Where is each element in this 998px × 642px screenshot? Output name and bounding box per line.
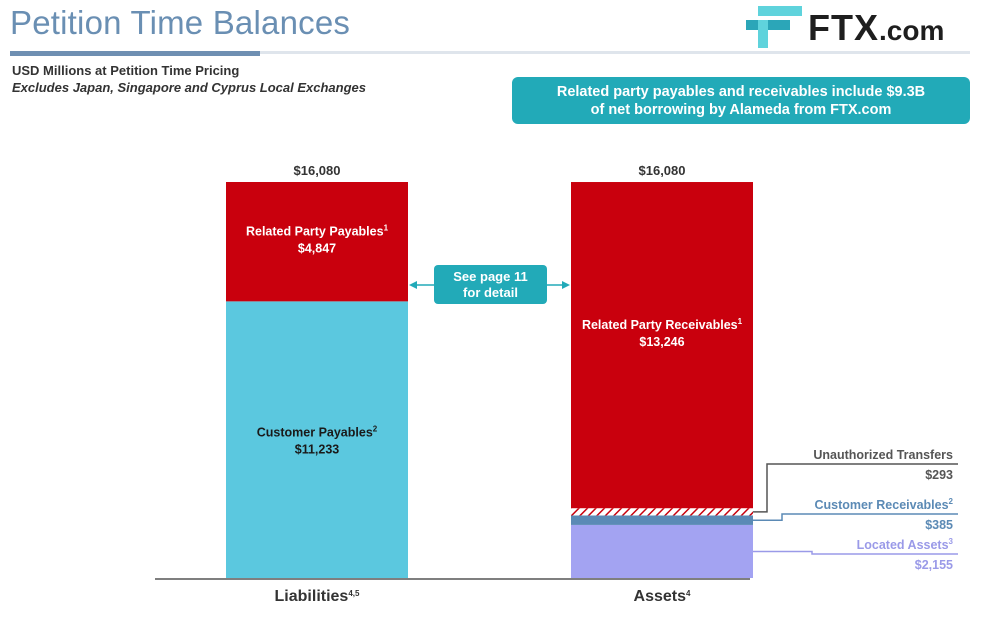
leader-line <box>753 513 958 521</box>
leader-line <box>753 463 958 513</box>
segment-name-label: Related Party Receivables1 <box>582 317 743 332</box>
segment-name-label: Customer Payables2 <box>257 425 378 440</box>
ftx-logo: FTX.com <box>746 4 976 50</box>
bar-segment-located-assets <box>571 524 753 578</box>
exclusion-note: Excludes Japan, Singapore and Cyprus Loc… <box>12 80 367 95</box>
arrow-left-icon <box>409 281 417 289</box>
bar-segment-customer-receivables <box>571 515 753 525</box>
callout-line-1: Related party payables and receivables i… <box>556 83 926 100</box>
title-rule-accent <box>10 51 260 56</box>
bar-segment-related-party-payables <box>226 182 408 302</box>
leader-name-label: Unauthorized Transfers <box>813 448 953 462</box>
bars-layer <box>226 182 753 578</box>
leader-value-label: $2,155 <box>915 558 953 572</box>
category-label: Assets4 <box>634 588 691 605</box>
bar-segment-related-party-receivables <box>571 182 753 509</box>
segment-value-label: $4,847 <box>298 242 336 256</box>
ftx-logo-mark-icon <box>746 6 802 48</box>
see-page-line-2: for detail <box>463 285 518 300</box>
leader-value-label: $385 <box>925 518 953 532</box>
segment-name-label: Related Party Payables1 <box>246 224 389 239</box>
leader-line <box>753 550 958 555</box>
see-page-line-1: See page 11 <box>453 269 527 284</box>
bar-segment-unauthorized-transfers <box>571 508 753 516</box>
badge-box <box>434 265 547 304</box>
segment-value-label: $13,246 <box>639 335 684 349</box>
title-rule <box>10 51 970 54</box>
total-label: $16,080 <box>294 163 341 178</box>
total-label: $16,080 <box>639 163 686 178</box>
bar-segment-customer-payables <box>226 301 408 578</box>
segment-value-label: $11,233 <box>295 443 340 457</box>
subtitle: USD Millions at Petition Time Pricing <box>12 63 240 78</box>
leader-name-label: Customer Receivables2 <box>814 497 953 512</box>
callout-line-2: of net borrowing by Alameda from FTX.com <box>590 101 892 118</box>
leader-value-label: $293 <box>925 468 953 482</box>
page-title: Petition Time Balances <box>10 4 351 41</box>
labels-layer: $16,080 Liabilities4,5 Customer Payables2 $… <box>246 163 958 605</box>
category-label: Liabilities4,5 <box>275 588 360 605</box>
arrow-right-icon <box>562 281 570 289</box>
see-page-badge: See page 11 for detail <box>409 265 570 304</box>
logo-text: FTX.com <box>808 7 945 48</box>
alameda-callout: Related party payables and receivables i… <box>512 77 970 124</box>
leader-name-label: Located Assets3 <box>857 537 954 552</box>
